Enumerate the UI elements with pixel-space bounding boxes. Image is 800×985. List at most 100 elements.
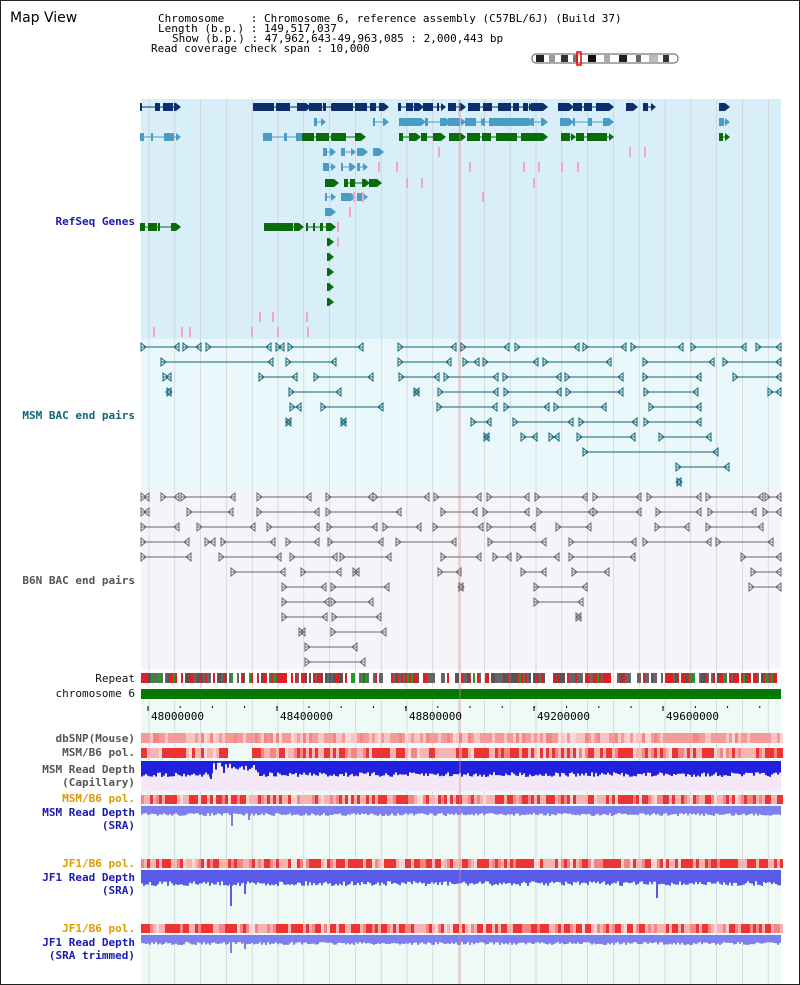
dbsnp-density-cell	[168, 733, 171, 743]
chromosome-ideogram[interactable]	[531, 51, 679, 66]
msm-b6-polymorphism-cell	[537, 795, 540, 804]
jf1-b6-polymorphism-cell	[318, 859, 321, 868]
msm-capillary-depth-bar	[599, 761, 601, 775]
msm-capillary-depth-bar	[533, 761, 535, 776]
msm-capillary-depth-bar	[593, 761, 595, 777]
msm-bac-pair-end	[648, 401, 655, 413]
msm-sra-depth-bar	[299, 806, 301, 816]
msm-bac-pair-end	[600, 401, 607, 413]
repeat-element	[521, 673, 523, 683]
msm-sra-depth-bar	[241, 806, 243, 815]
msm-bac-track[interactable]	[140, 341, 782, 488]
msm-b6-polymorphism-cell	[780, 748, 783, 758]
jf1-sra-depth-bar	[405, 870, 407, 885]
track-label-b6n-bac[interactable]: B6N BAC end pairs	[22, 574, 135, 587]
msm-capillary-depth-bar	[433, 761, 435, 775]
track-label-msm-bac[interactable]: MSM BAC end pairs	[22, 409, 135, 422]
dbsnp-density-cell	[156, 733, 159, 743]
msm-b6-polymorphism-cell	[690, 748, 693, 758]
jf1-b6-polymorphism-cell	[207, 859, 210, 868]
jf1-b6-polymorphism-cell	[387, 924, 390, 933]
repeat-element	[359, 673, 361, 683]
repeat-element	[757, 673, 759, 683]
msm-capillary-depth-bar	[725, 761, 727, 776]
jf1-sra-trimmed-depth-bar	[431, 935, 433, 945]
ideogram-band	[663, 55, 669, 62]
msm-b6-polymorphism-cell	[417, 748, 420, 758]
jf1-b6-polymorphism-cell	[216, 924, 219, 933]
jf1-b6-polymorphism-cell	[294, 859, 297, 868]
b6n-bac-track[interactable]	[140, 491, 782, 668]
track-label-msm-depth-sra-2: (SRA)	[101, 819, 135, 832]
dbsnp-density-cell	[396, 733, 399, 743]
jf1-sra-trimmed-depth-bar	[143, 935, 145, 944]
dbsnp-density-cell	[375, 733, 378, 743]
msm-b6-polymorphism-cell	[762, 795, 765, 804]
msm-b6-polymorphism-cell	[291, 748, 294, 758]
jf1-sra-trimmed-depth-bar	[205, 935, 207, 945]
msm-b6-polymorphism-cell	[660, 795, 663, 804]
jf1-b6-polymorphism-cell	[729, 924, 732, 933]
dbsnp-density-cell	[333, 733, 336, 743]
jf1-sra-trimmed-depth-bar	[547, 935, 549, 945]
jf1-sra-depth-bar	[249, 870, 251, 884]
jf1-b6-polymorphism-cell	[690, 859, 693, 868]
msm-b6-polymorphism-cell	[423, 748, 426, 758]
gene-strand-arrow	[725, 103, 730, 111]
gene-strand-arrow	[329, 268, 334, 276]
msm-b6-polymorphism-cell	[651, 795, 654, 804]
b6n-bac-pair-end	[140, 521, 147, 533]
jf1-sra-trimmed-depth-bar	[333, 935, 335, 945]
jf1-sra-trimmed-depth-bar	[247, 935, 249, 944]
msm-sra-depth-bar	[725, 806, 727, 814]
jf1-sra-trimmed-depth-bar	[553, 935, 555, 945]
repeat-element	[713, 673, 715, 683]
jf1-sra-trimmed-depth-bar	[751, 935, 753, 945]
msm-sra-depth-bar	[313, 806, 315, 815]
b6n-bac-pair-end	[304, 656, 311, 668]
msm-b6-polymorphism-cell	[441, 748, 444, 758]
jf1-b6-polymorphism-cell	[324, 924, 327, 933]
msm-b6-polymorphism-cell	[471, 748, 474, 758]
msm-b6-polymorphism-cell	[750, 748, 753, 758]
msm-capillary-depth-bar	[751, 761, 753, 774]
msm-b6-polymorphism-cell	[468, 795, 471, 804]
jf1-b6-polymorphism-cell	[255, 924, 258, 933]
msm-capillary-depth-bar	[333, 761, 335, 775]
dbsnp-density-cell	[471, 733, 474, 743]
msm-sra-depth-bar	[261, 806, 263, 814]
msm-capillary-depth-bar	[381, 761, 383, 776]
msm-sra-depth-bar	[187, 806, 189, 814]
repeat-element	[691, 673, 693, 683]
msm-bac-pair-end	[162, 371, 169, 383]
track-label-refseq[interactable]: RefSeq Genes	[55, 215, 135, 228]
msm-b6-polymorphism-cell	[357, 748, 360, 758]
jf1-b6-polymorphism-cell	[711, 859, 714, 868]
jf1-sra-depth-bar	[275, 870, 277, 885]
refseq-genes-track[interactable]	[140, 103, 730, 337]
repeat-element	[379, 673, 381, 683]
jf1-b6-polymorphism-cell	[732, 924, 735, 933]
msm-bac-pair-end	[643, 386, 650, 398]
b6n-bac-pair-end	[540, 566, 547, 578]
jf1-b6-polymorphism-cell	[261, 859, 264, 868]
msm-b6-polymorphism-cell	[390, 748, 393, 758]
jf1-sra-depth-bar	[375, 870, 377, 884]
msm-capillary-depth-bar	[605, 761, 607, 775]
repeat-element	[677, 673, 679, 683]
msm-sra-depth-bar	[483, 806, 485, 816]
jf1-b6-polymorphism-cell	[558, 924, 561, 933]
jf1-b6-polymorphism-cell	[771, 859, 774, 868]
gene-strand-arrow	[416, 133, 421, 141]
jf1-sra-depth-bar	[431, 870, 433, 883]
b6n-bac-pair-end	[475, 491, 482, 503]
jf1-b6-polymorphism-cell	[378, 924, 381, 933]
dbsnp-density-cell	[222, 733, 225, 743]
jf1-sra-depth-bar	[761, 870, 763, 886]
jf1-b6-polymorphism-cell	[339, 924, 342, 933]
jf1-sra-trimmed-depth-bar	[601, 935, 603, 945]
jf1-sra-trimmed-depth-bar	[193, 935, 195, 945]
jf1-sra-trimmed-depth-bar	[345, 935, 347, 945]
msm-b6-polymorphism-cell	[195, 748, 198, 758]
